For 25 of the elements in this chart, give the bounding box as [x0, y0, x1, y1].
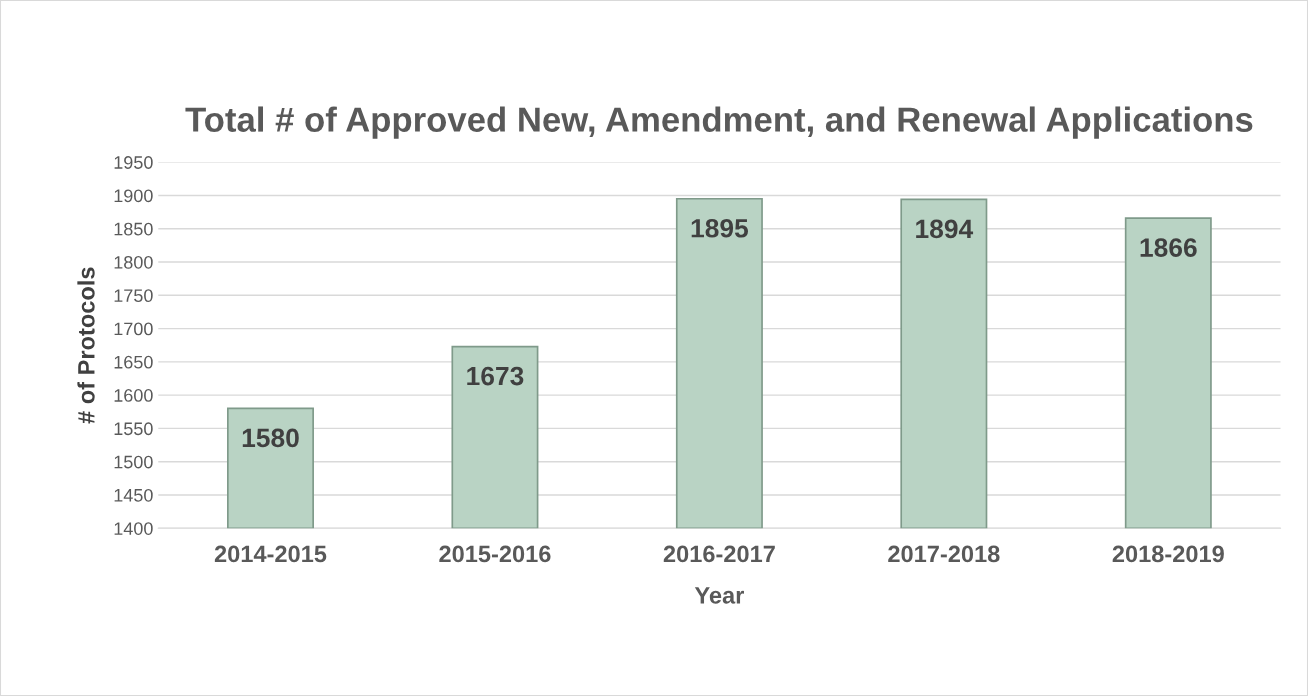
chart-title: Total # of Approved New, Amendment, and Renewal Applications [185, 106, 1253, 139]
x-tick-label: 2015-2016 [439, 545, 551, 563]
y-tick-label: 1600 [114, 389, 153, 402]
y-tick-label: 1650 [114, 355, 153, 369]
x-tick-label: 2017-2018 [888, 545, 1000, 563]
data-label: 1673 [467, 366, 524, 386]
data-label: 1580 [242, 428, 299, 448]
data-label: 1894 [916, 219, 974, 239]
x-axis-title: Year [694, 587, 744, 604]
data-label: 1895 [691, 218, 749, 238]
x-tick-label: 2014-2015 [214, 545, 327, 563]
y-tick-label: 1400 [114, 522, 153, 535]
x-tick-label: 2018-2019 [1112, 545, 1224, 563]
y-tick-label: 1550 [114, 422, 153, 436]
x-tick-label: 2016-2017 [663, 545, 775, 563]
y-tick-label: 1800 [114, 255, 153, 269]
y-tick-label: 1950 [114, 156, 153, 169]
y-tick-label: 1700 [114, 322, 153, 336]
y-tick-label: 1500 [114, 455, 153, 469]
data-label: 1866 [1140, 238, 1197, 257]
y-tick-label: 1750 [114, 289, 153, 303]
y-tick-label: 1900 [114, 189, 153, 203]
y-tick-label: 1450 [114, 488, 153, 502]
y-tick-label: 1850 [114, 222, 153, 236]
y-axis-title: # of Protocols [77, 267, 95, 424]
